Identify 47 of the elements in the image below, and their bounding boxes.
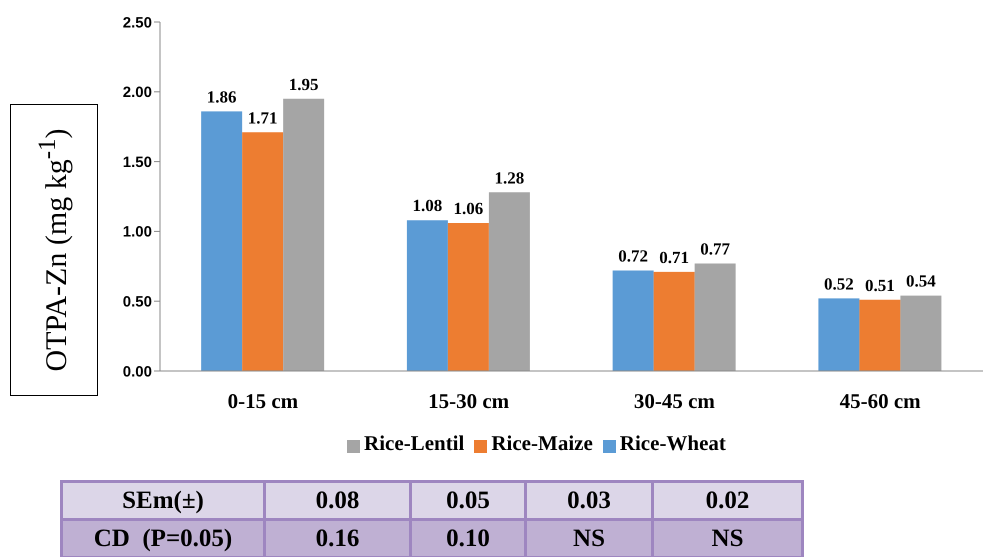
bar — [242, 132, 284, 371]
text: 0.02 — [652, 482, 802, 520]
x-tick-label: 30-45 cm — [634, 388, 716, 413]
data-label: 0.77 — [700, 240, 731, 259]
text: 0.05 — [410, 482, 526, 520]
bar — [283, 98, 324, 371]
data-label: 1.71 — [248, 108, 278, 128]
text: 0.03 — [526, 482, 652, 520]
text: CD (P=0.05) — [62, 520, 264, 557]
text: 0.08 — [264, 482, 410, 520]
bar — [612, 270, 654, 371]
legend-label: Rice-Lentil — [364, 431, 464, 455]
data-label: 0.72 — [618, 246, 648, 266]
bar — [406, 220, 448, 371]
data-label: 0.54 — [906, 272, 936, 291]
data-label: 0.71 — [659, 248, 690, 267]
y-tick-label: 2.50 — [122, 14, 152, 32]
legend-label: Rice-Maize — [491, 431, 593, 455]
y-tick-label: 2.00 — [122, 84, 152, 102]
y-tick-label: 1.00 — [122, 224, 152, 241]
bar — [201, 111, 242, 371]
legend-label: Rice-Wheat — [620, 431, 726, 455]
bar — [694, 264, 736, 371]
data-label: 0.52 — [824, 274, 854, 294]
data-label: 1.08 — [412, 196, 442, 216]
text: 0.10 — [410, 520, 526, 557]
bar — [818, 298, 860, 371]
data-label: 1.86 — [206, 87, 237, 106]
text: NS — [652, 520, 802, 557]
bar — [654, 272, 695, 371]
text: 0.16 — [264, 520, 410, 557]
y-tick-label: 0.50 — [122, 294, 152, 311]
x-tick-label: 45-60 cm — [840, 388, 922, 413]
bar — [859, 300, 900, 371]
y-tick-label: 1.50 — [122, 154, 152, 171]
text: SEm(±) — [62, 482, 264, 520]
y-tick-label: 0.00 — [122, 363, 152, 380]
x-tick-label: 15-30 cm — [428, 388, 510, 413]
data-label: 1.28 — [494, 168, 524, 188]
x-tick-label: 0-15 cm — [228, 388, 299, 413]
bar — [448, 223, 489, 371]
bar — [488, 192, 530, 371]
data-label: 1.95 — [288, 74, 319, 94]
bar — [900, 296, 942, 371]
data-label: 1.06 — [454, 199, 484, 218]
data-label: 0.51 — [865, 276, 895, 295]
text: NS — [526, 520, 652, 557]
